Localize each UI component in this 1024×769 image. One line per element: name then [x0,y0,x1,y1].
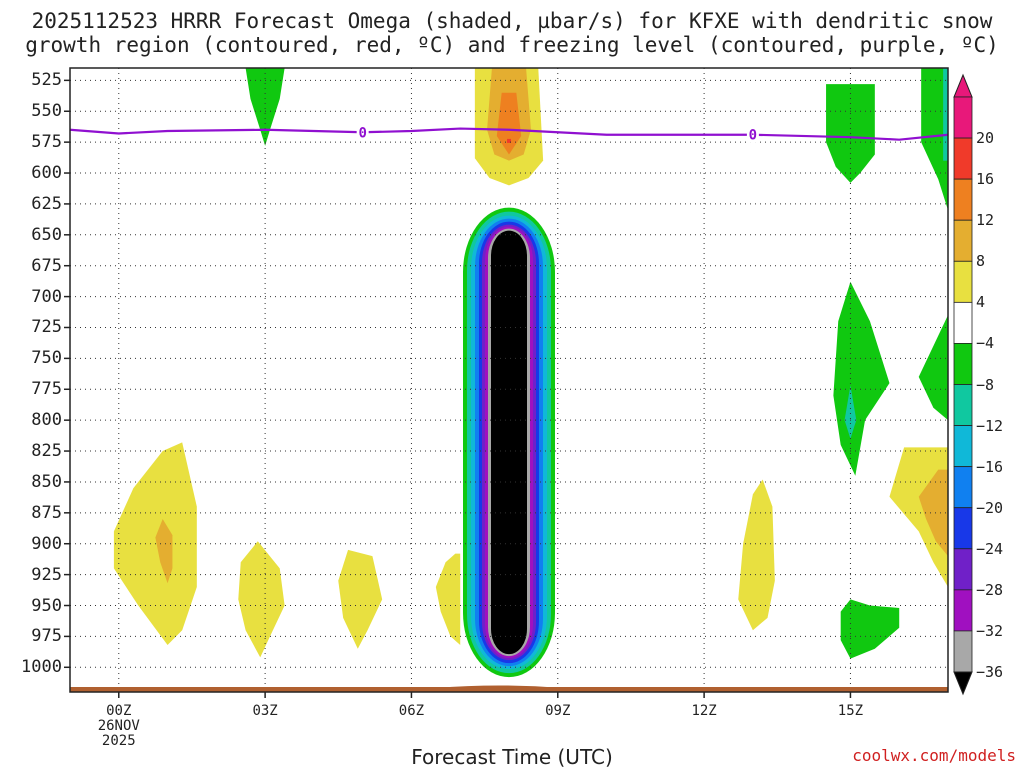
y-tick-label-525: 525 [31,70,62,91]
x-tick-label-09Z: 09Z [545,703,571,719]
y-tick-label-850: 850 [31,471,62,492]
colorbar-swatch-8 [953,425,973,468]
surface-terrain [70,687,948,692]
colorbar-swatch-10 [953,507,973,550]
colorbar-label-11: −28 [976,580,1004,599]
x-tick-label-06Z: 06Z [398,703,425,719]
colorbar-label-13: −36 [976,663,1004,681]
colorbar-label-4: 4 [976,293,986,312]
y-tick-label-900: 900 [31,533,62,554]
colorbar-swatch-12 [953,589,973,632]
colorbar-label-1: 16 [976,170,995,189]
colorbar-label-6: −8 [976,375,995,394]
x-tick-date: 26NOV [97,718,140,734]
freezing-level-label-1: 0 [749,128,757,144]
colorbar-swatch-13 [953,630,973,673]
colorbar-label-3: 8 [976,252,986,271]
colorbar-swatch-3 [953,219,973,262]
colorbar-label-2: 12 [976,211,995,230]
freezing-level-label-0: 0 [358,125,366,141]
colorbar-top-arrow [953,73,973,98]
x-tick-label-12Z: 12Z [691,703,717,719]
colorbar-swatch-4 [953,260,973,303]
colorbar-label-10: −24 [976,539,1004,558]
colorbar-swatch-9 [953,466,973,509]
y-tick-label-875: 875 [31,502,62,523]
y-tick-label-725: 725 [31,317,62,338]
y-tick-label-675: 675 [31,255,62,276]
colorbar-swatch-7 [953,384,973,426]
y-tick-label-925: 925 [31,564,62,585]
x-axis-title: Forecast Time (UTC) [411,745,613,769]
freezing-level-label-bg-1 [746,126,759,143]
y-tick-label-950: 950 [31,595,62,616]
freezing-level-label-bg-0 [356,124,369,141]
omega-positive-0630z-low [435,553,461,646]
source-credit[interactable]: coolwx.com/models [852,746,1016,765]
y-tick-label-975: 975 [31,626,62,647]
y-tick-label-650: 650 [31,224,62,245]
omega-positive-upper-peak [507,138,511,143]
y-tick-label-700: 700 [31,286,62,307]
colorbar-label-0: 20 [976,129,995,148]
omega-core-ring-8 [491,230,527,655]
y-tick-label-575: 575 [31,132,62,153]
x-tick-label-15Z: 15Z [837,703,864,719]
y-tick-label-750: 750 [31,348,62,369]
plot-border [69,67,949,693]
chart-title-line-1: 2025112523 HRRR Forecast Omega (shaded, … [31,9,993,33]
surface-terrain-bump [435,685,563,688]
y-tick-label-550: 550 [31,101,62,122]
colorbar-bottom-arrow [953,671,973,696]
x-tick-label-00Z: 00Z [106,703,132,719]
colorbar-swatch-0 [953,96,973,139]
colorbar-label-9: −20 [976,498,1004,517]
x-tick-label-03Z: 03Z [252,703,278,719]
omega-positive-05z-low [338,549,383,649]
colorbar-swatch-1 [953,137,973,180]
chart-title-line-2: growth region (contoured, red, ºC) and f… [25,33,999,57]
freezing-level-line [69,127,949,141]
omega-positive-13z-low [738,479,775,631]
omega-negative-17z-mid [918,315,948,421]
omega-negative-15z-mid [833,281,890,476]
omega-positive-0030z-low-gold [155,519,173,584]
omega-negative-17z-upper-teal [943,68,948,161]
omega-negative-17z-upper [921,68,948,211]
y-tick-label-625: 625 [31,193,62,214]
omega-positive-16z-low-gold [918,469,948,557]
y-tick-label-825: 825 [31,441,62,462]
y-tick-label-600: 600 [31,163,62,184]
omega-negative-15z-low [840,599,900,659]
omega-positive-03z-low [238,541,285,658]
omega-positive-upper-orange [496,92,522,155]
omega-negative-upper-03z [245,68,285,146]
colorbar-label-7: −12 [976,416,1004,435]
colorbar-swatch-5 [953,301,973,344]
colorbar-swatch-2 [953,178,973,221]
plot-area [113,68,948,678]
y-tick-label-800: 800 [31,410,62,431]
colorbar-label-5: −4 [976,334,995,353]
omega-negative-15z-mid-teal [844,385,857,439]
y-tick-label-775: 775 [31,379,62,400]
colorbar-swatch-11 [953,548,973,591]
colorbar-swatch-6 [953,343,973,385]
y-tick-label-1000: 1000 [21,657,62,678]
x-tick-year: 2025 [101,733,136,749]
colorbar-label-12: −32 [976,621,1004,640]
colorbar-label-8: −16 [976,457,1004,476]
